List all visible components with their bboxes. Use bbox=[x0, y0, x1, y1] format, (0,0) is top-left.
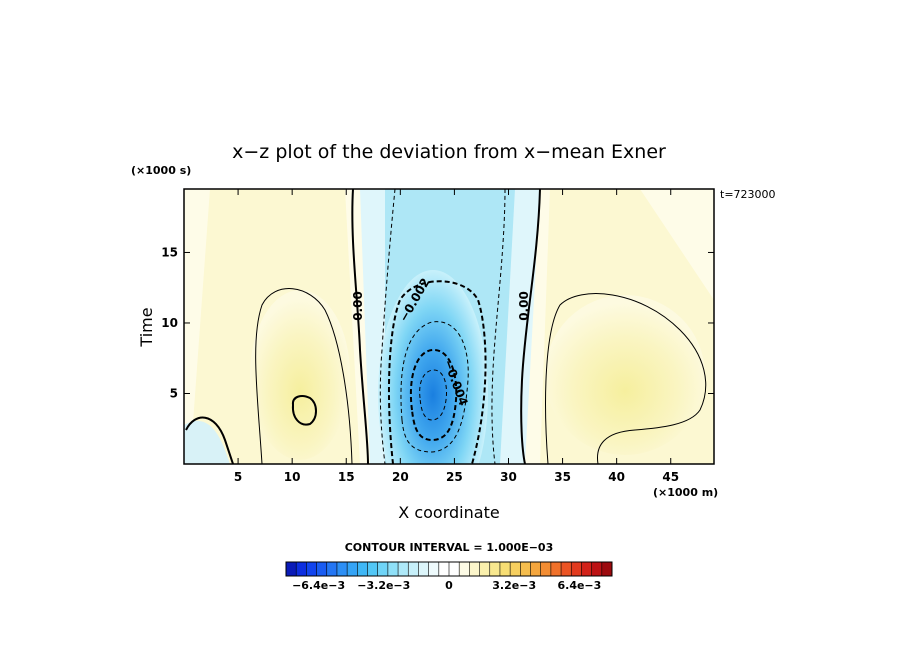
x-tick-label: 40 bbox=[608, 470, 625, 484]
colorbar-swatch bbox=[367, 562, 378, 576]
colorbar-swatch bbox=[347, 562, 358, 576]
colorbar-tick-label: −3.2e−3 bbox=[357, 579, 410, 592]
field-positive-left-core bbox=[250, 290, 350, 460]
y-tick-label: 15 bbox=[161, 245, 178, 259]
contour-neg-0002 bbox=[387, 280, 487, 464]
contour-neg-0003 bbox=[400, 321, 469, 453]
colorbar-swatch bbox=[398, 562, 409, 576]
colorbar-swatch bbox=[296, 562, 307, 576]
y-tick-label: 10 bbox=[161, 316, 178, 330]
contour-corner bbox=[185, 416, 234, 464]
x-axis-ticks: 5 10 15 20 25 30 35 40 45 bbox=[234, 189, 679, 484]
x-unit-label: (×1000 m) bbox=[653, 486, 718, 499]
contour-zero-left bbox=[351, 189, 369, 464]
colorbar-swatch bbox=[459, 562, 470, 576]
x-tick-label: 15 bbox=[338, 470, 355, 484]
colorbar-swatch bbox=[286, 562, 297, 576]
contour-neg-0001 bbox=[379, 189, 506, 464]
colorbar-swatch bbox=[561, 562, 572, 576]
colorbar-swatch bbox=[336, 562, 348, 576]
y-tick-label: 5 bbox=[170, 386, 178, 400]
colorbar-swatch bbox=[571, 562, 582, 576]
contour-zero-right bbox=[520, 189, 541, 464]
plot-frame bbox=[183, 188, 715, 465]
x-tick-label: 5 bbox=[234, 470, 242, 484]
field-negative-core bbox=[378, 270, 488, 464]
field-corner-negative bbox=[184, 420, 230, 464]
y-axis-title: Time bbox=[137, 307, 156, 347]
contour-neg-0004 bbox=[409, 348, 458, 442]
x-axis-title: X coordinate bbox=[398, 503, 499, 522]
y-axis-ticks: 5 10 15 bbox=[161, 245, 714, 400]
colorbar-swatch bbox=[357, 562, 368, 576]
colorbar bbox=[285, 561, 613, 577]
contour-label-zero-left: 0.00 bbox=[351, 291, 365, 321]
colorbar-swatch bbox=[520, 562, 531, 576]
colorbar-frame bbox=[285, 561, 613, 577]
contour-positive-left-max bbox=[291, 395, 317, 426]
x-tick-label: 20 bbox=[392, 470, 409, 484]
colorbar-tick-label: −6.4e−3 bbox=[292, 579, 345, 592]
colorbar-swatch bbox=[489, 562, 501, 576]
contour-positive-left bbox=[255, 288, 353, 464]
colorbar-swatch bbox=[387, 562, 399, 576]
y-unit-label: (×1000 s) bbox=[131, 164, 191, 177]
colorbar-swatch bbox=[540, 562, 552, 576]
colorbar-swatch bbox=[316, 562, 328, 576]
colorbar-swatch bbox=[581, 562, 592, 576]
colorbar-swatch bbox=[601, 562, 613, 576]
colorbar-swatch bbox=[377, 562, 389, 576]
colorbar-tick-labels: −6.4e−3 −3.2e−3 0 3.2e−3 6.4e−3 bbox=[292, 579, 601, 592]
colorbar-swatch bbox=[418, 562, 429, 576]
colorbar-swatch bbox=[510, 562, 521, 576]
colorbar-swatch bbox=[530, 562, 541, 576]
x-tick-label: 30 bbox=[500, 470, 517, 484]
colorbar-tick-label: 6.4e−3 bbox=[557, 579, 601, 592]
colorbar-swatch bbox=[469, 562, 480, 576]
colorbar-swatch bbox=[550, 562, 562, 576]
colorbar-swatch bbox=[438, 562, 450, 576]
field-positive-right-core bbox=[545, 295, 705, 455]
colorbar-swatch bbox=[408, 562, 419, 576]
contours bbox=[185, 189, 707, 464]
x-tick-label: 25 bbox=[446, 470, 463, 484]
colorbar-tick-label: 0 bbox=[445, 579, 453, 592]
colorbar-swatch bbox=[591, 562, 603, 576]
x-tick-label: 10 bbox=[284, 470, 301, 484]
time-stamp: t=723000 bbox=[720, 188, 776, 201]
colorbar-swatch bbox=[479, 562, 491, 576]
contour-label-zero-right: 0.00 bbox=[517, 291, 531, 321]
contour-interval-label: CONTOUR INTERVAL = 1.000E−03 bbox=[345, 541, 554, 554]
colorbar-swatch bbox=[326, 562, 338, 576]
colorbar-tick-label: 3.2e−3 bbox=[492, 579, 536, 592]
colorbar-swatch bbox=[428, 562, 440, 576]
x-tick-label: 45 bbox=[662, 470, 679, 484]
contour-neg-0005 bbox=[419, 369, 447, 421]
x-tick-label: 35 bbox=[554, 470, 571, 484]
colorbar-swatch bbox=[306, 562, 317, 576]
colorbar-swatch bbox=[449, 562, 460, 576]
contour-positive-right bbox=[545, 293, 707, 464]
plot-area: 0.00 −0.002 −0.004 0.00 bbox=[184, 189, 714, 464]
colorbar-swatch bbox=[499, 562, 511, 576]
chart-title: x−z plot of the deviation from x−mean Ex… bbox=[232, 141, 666, 163]
